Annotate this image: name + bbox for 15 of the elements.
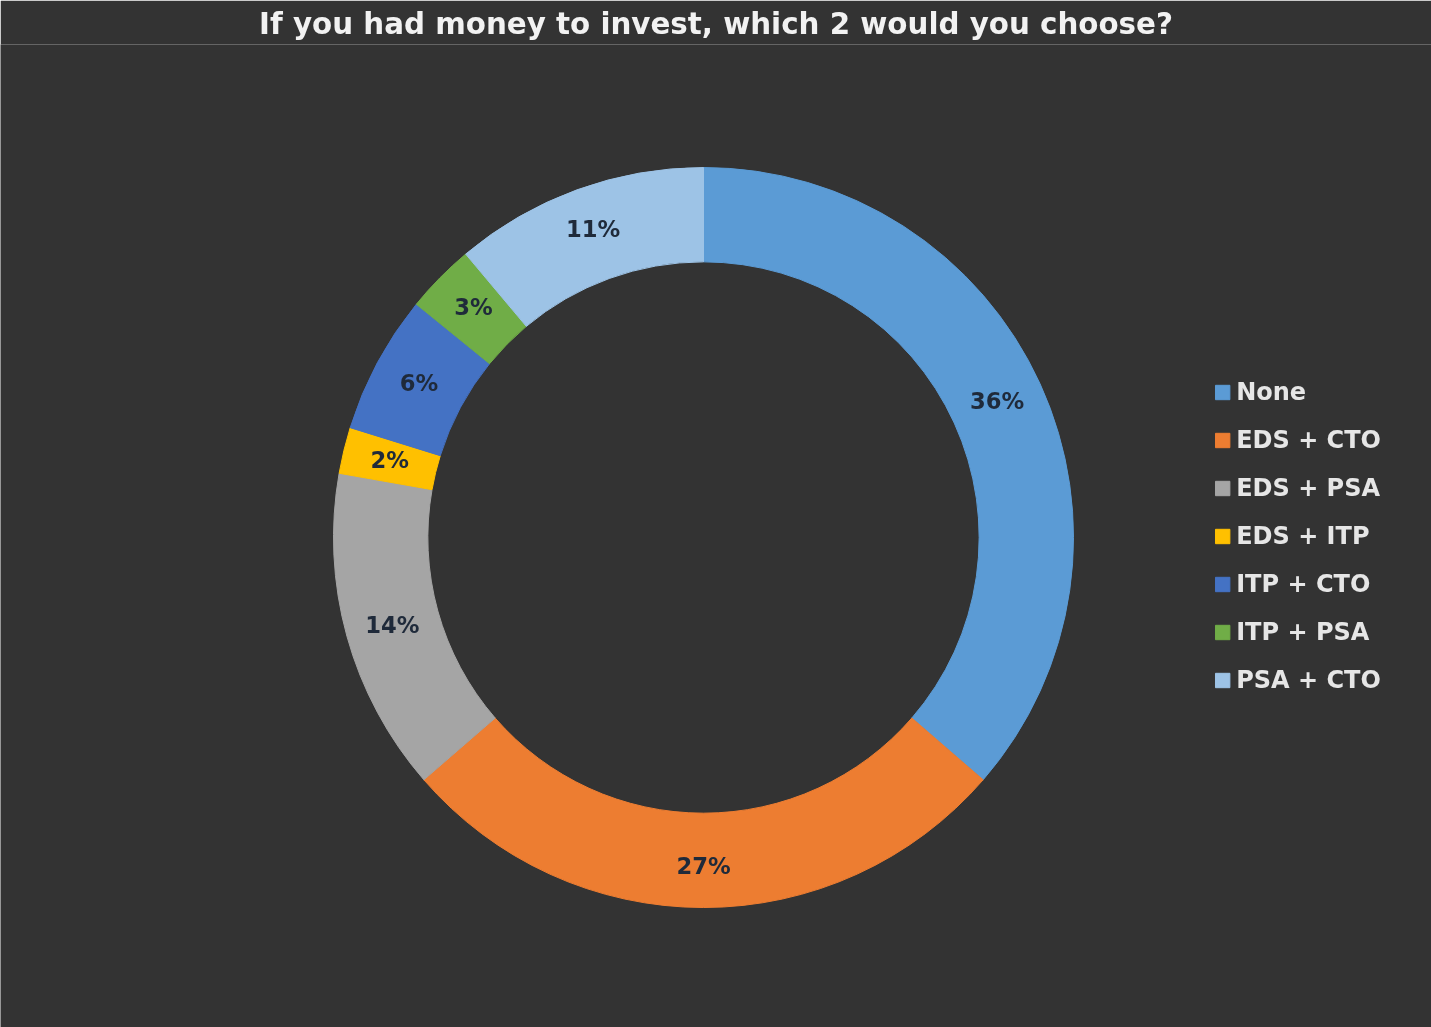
legend-label: EDS + PSA (1236, 473, 1381, 502)
data-label: 14% (365, 611, 420, 638)
data-label: 6% (399, 369, 439, 396)
legend-label: EDS + CTO (1236, 425, 1381, 454)
data-label: 27% (676, 852, 731, 879)
data-label: 2% (370, 447, 410, 474)
legend-label: ITP + CTO (1236, 569, 1371, 598)
chart-title: If you had money to invest, which 2 would you choose? (259, 6, 1173, 41)
legend-label: None (1236, 377, 1307, 406)
legend-label: PSA + CTO (1236, 665, 1381, 694)
data-label: 36% (970, 388, 1025, 415)
legend-label: ITP + PSA (1236, 617, 1370, 646)
data-label: 3% (454, 294, 493, 321)
legend-label: EDS + ITP (1236, 521, 1370, 550)
data-label: 11% (565, 216, 621, 243)
